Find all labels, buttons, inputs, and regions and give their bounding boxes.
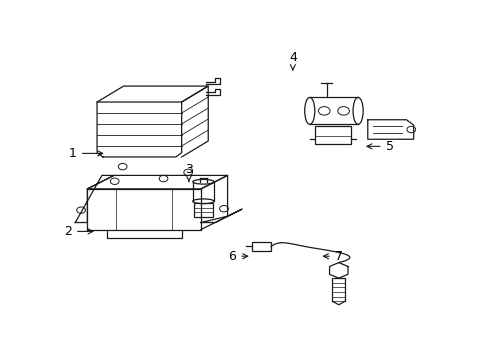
Text: 1: 1 [69,147,102,160]
Text: 7: 7 [323,250,342,263]
Bar [314,126,350,144]
Bar [194,203,212,217]
Text: 2: 2 [64,225,93,238]
Text: 3: 3 [184,163,192,181]
Text: 6: 6 [228,250,247,263]
Bar [251,242,270,251]
Text: 5: 5 [366,140,393,153]
Text: 4: 4 [288,51,296,70]
